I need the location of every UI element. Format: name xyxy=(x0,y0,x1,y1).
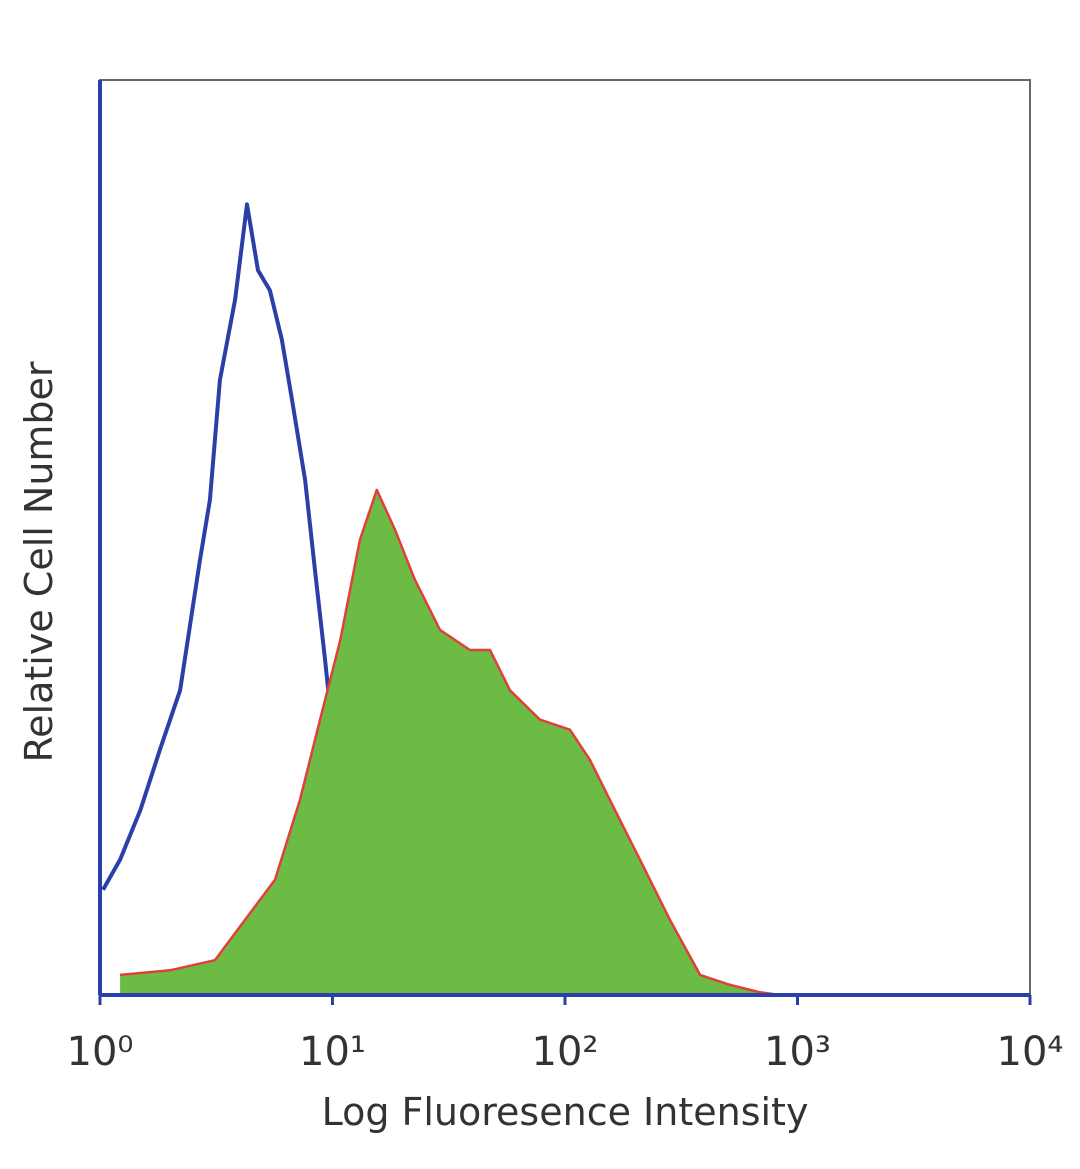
y-axis-label: Relative Cell Number xyxy=(17,361,61,762)
histogram-edge xyxy=(119,488,781,997)
x-tick-label: 10³ xyxy=(764,1029,831,1075)
x-axis-label: Log Fluoresence Intensity xyxy=(322,1090,809,1134)
x-tick-label: 10⁰ xyxy=(67,1029,134,1075)
x-tick-label: 10² xyxy=(532,1029,599,1075)
x-tick-label: 10¹ xyxy=(299,1029,366,1075)
histogram-area xyxy=(120,489,781,995)
x-tick-label: 10⁴ xyxy=(997,1029,1064,1075)
